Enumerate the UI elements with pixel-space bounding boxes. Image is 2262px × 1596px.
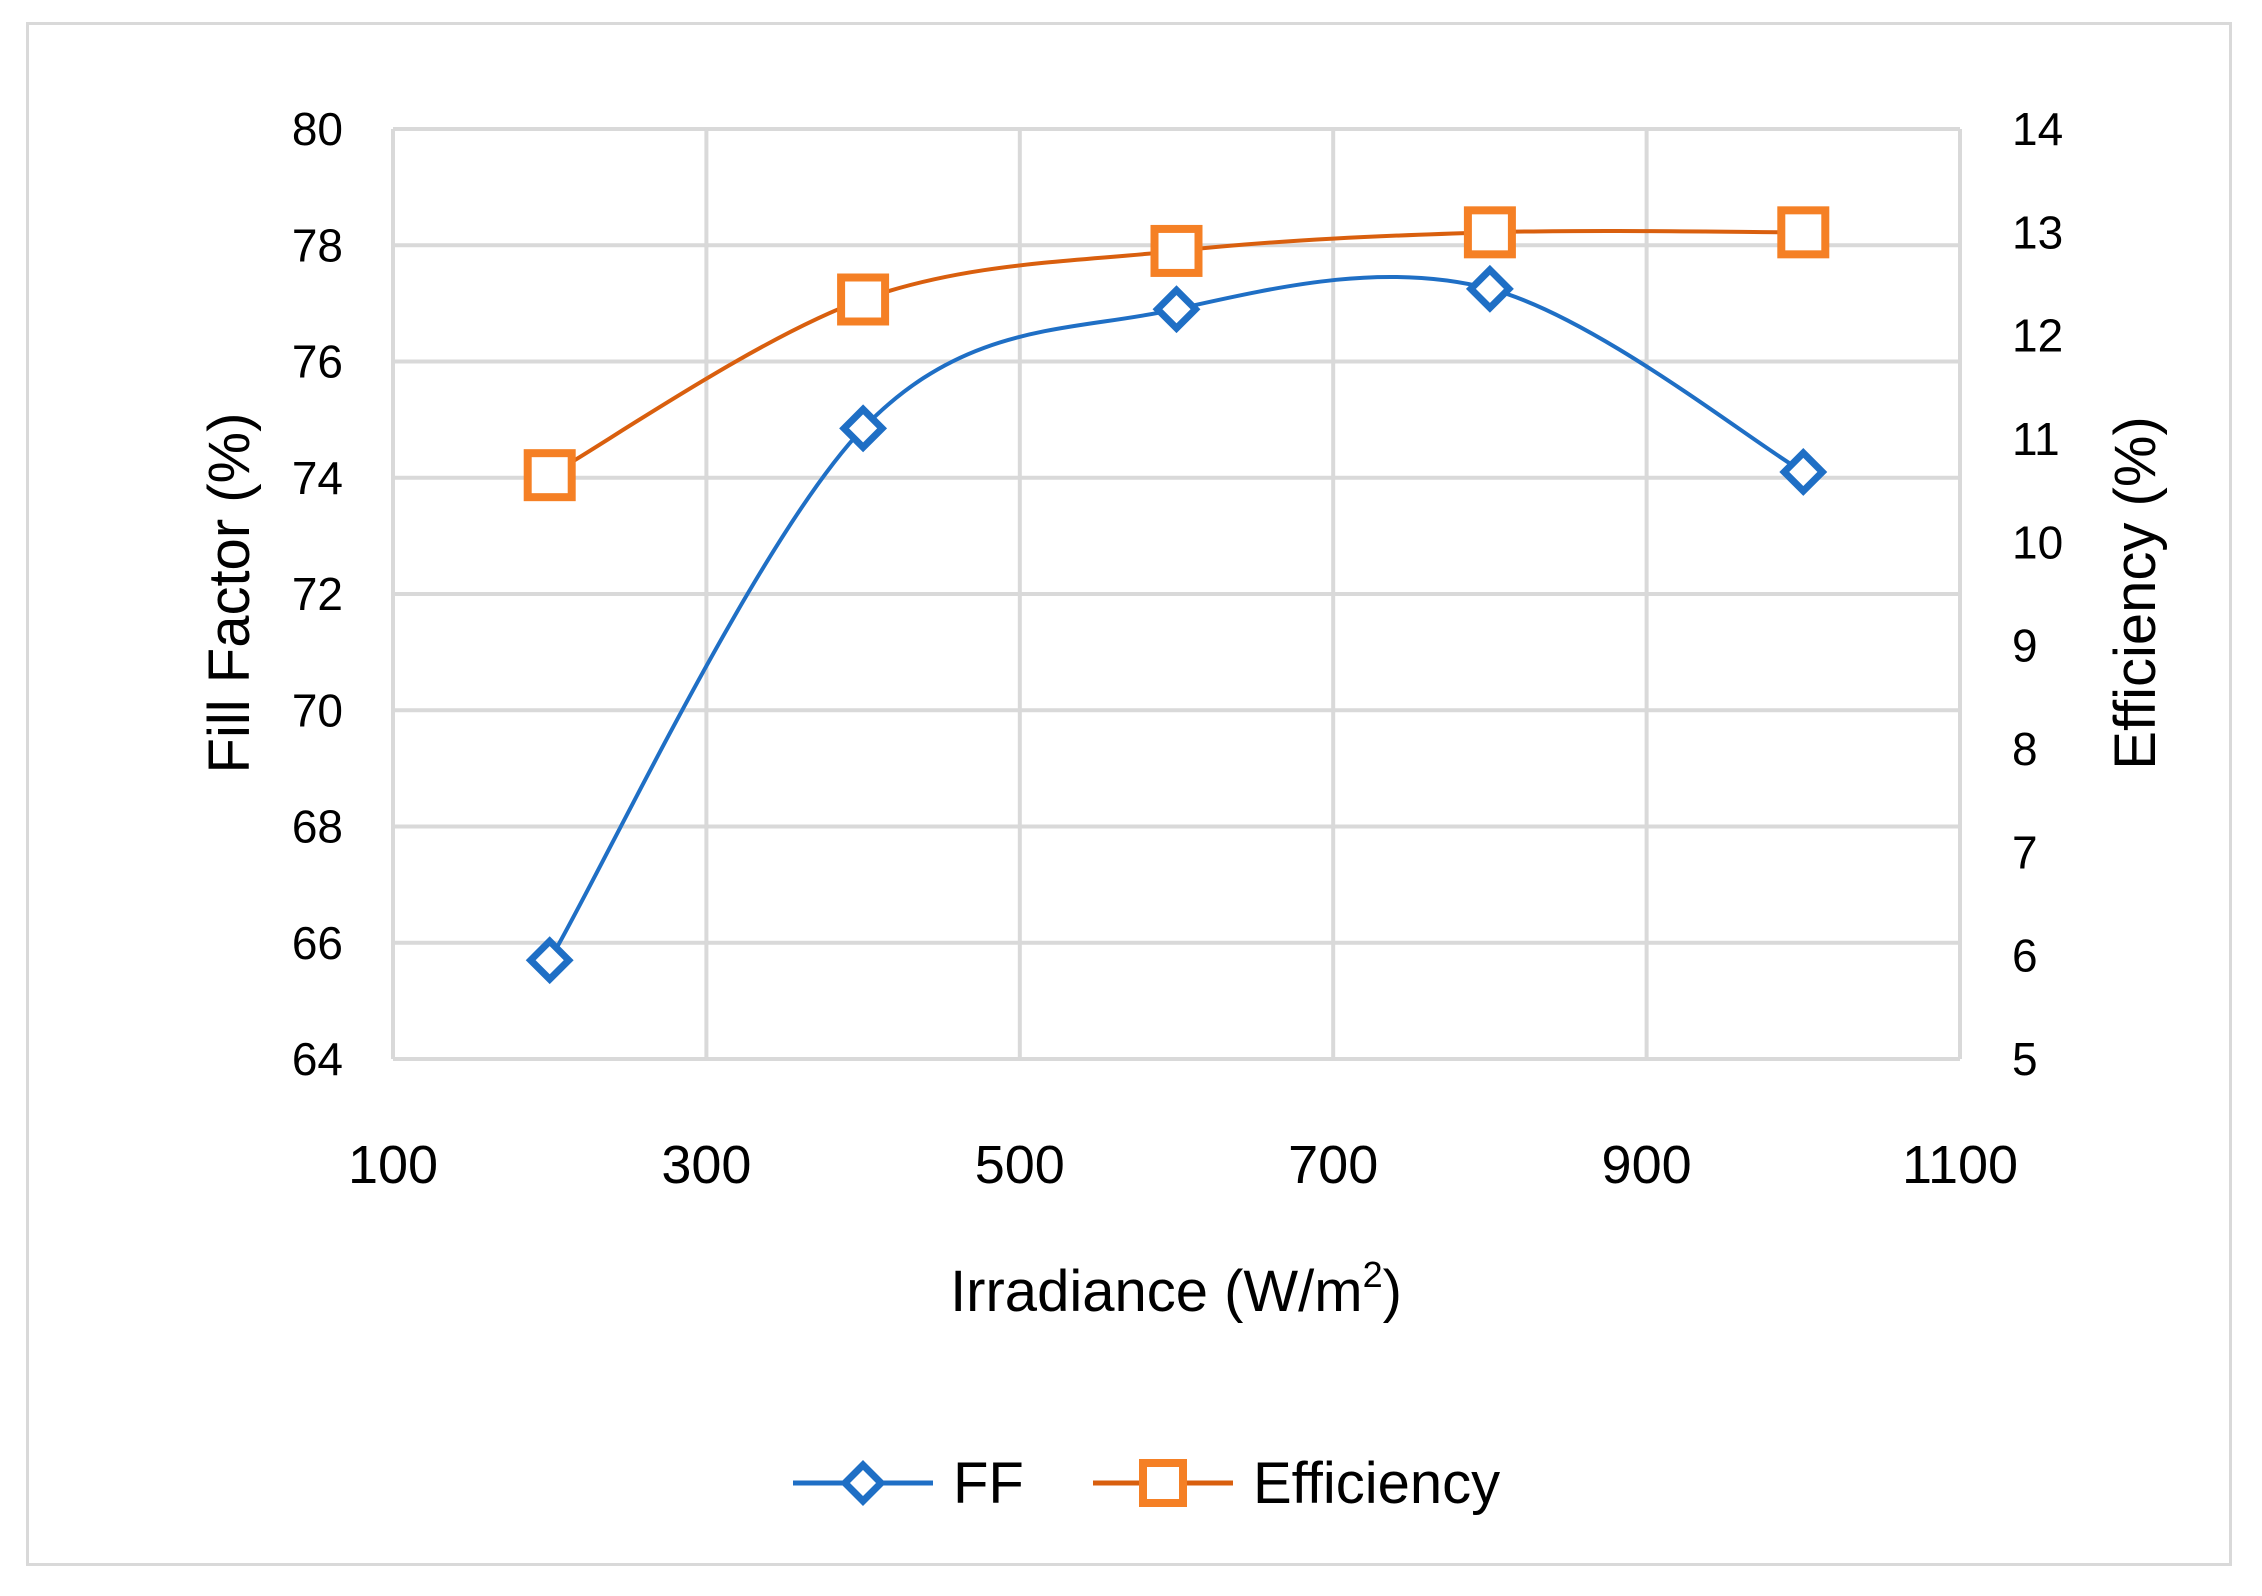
efficiency-point [523,449,576,502]
y-axis-right-title: Efficiency (%) [2103,416,2168,769]
y-right-tick-label: 5 [2012,1033,2038,1085]
y-right-tick-label: 9 [2012,620,2038,672]
x-tick-label: 900 [1602,1135,1692,1195]
y-left-tick-label: 66 [292,917,343,969]
efficiency-point [1777,206,1830,259]
y-right-tick-label: 12 [2012,310,2063,362]
x-tick-label: 700 [1288,1135,1378,1195]
series-line-ff [547,274,1805,962]
ff-point [1465,264,1514,313]
gridlines [391,127,1962,1061]
ff-point [839,404,888,453]
legend-ff-diamond-icon [840,1460,886,1506]
y-left-tick-label: 64 [292,1033,343,1085]
x-axis-title-superscript: 2 [1363,1254,1383,1295]
ff-point [1779,447,1828,496]
y-right-tick-label: 11 [2012,413,2060,465]
x-tick-label: 1100 [1902,1135,2018,1195]
y-right-tick-label: 8 [2012,723,2038,775]
y-right-tick-label: 6 [2012,930,2038,982]
chart-frame: 64 66 68 70 72 74 76 78 80 5 6 7 8 9 10 11 12 13 14 100 300 5… [26,22,2232,1566]
efficiency-point [837,273,890,326]
y-right-tick-label: 10 [2012,516,2063,568]
y-left-tick-label: 74 [292,452,343,504]
legend-ff-label: FF [953,1451,1024,1516]
series-markers [523,206,1830,985]
y-left-tick-label: 72 [292,568,343,620]
y-left-tick-label: 76 [292,336,343,388]
x-tick-label: 500 [975,1135,1065,1195]
efficiency-point [1150,224,1203,277]
y-right-tick-label: 14 [2012,103,2063,155]
x-tick-label: 100 [348,1135,438,1195]
efficiency-point [1463,206,1516,259]
x-tick-label: 300 [661,1135,751,1195]
y-left-tick-label: 78 [292,219,343,271]
legend-efficiency-square-icon [1139,1459,1187,1507]
x-axis-title-suffix: ) [1383,1259,1402,1324]
x-axis-title-main: Irradiance (W/m [950,1259,1363,1324]
ff-point [525,936,574,985]
y-right-tick-label: 13 [2012,206,2063,258]
ff-point [1152,285,1201,334]
y-left-tick-label: 68 [292,801,343,853]
legend-efficiency-label: Efficiency [1253,1451,1500,1516]
y-right-tick-label: 7 [2012,826,2038,878]
y-left-tick-label: 80 [292,103,343,155]
y-axis-left-title: Fill Factor (%) [197,413,262,774]
legend: FF Efficiency [793,1451,1500,1516]
y-left-tick-label: 70 [292,684,343,736]
x-axis-title: Irradiance (W/m2) [950,1254,1402,1324]
